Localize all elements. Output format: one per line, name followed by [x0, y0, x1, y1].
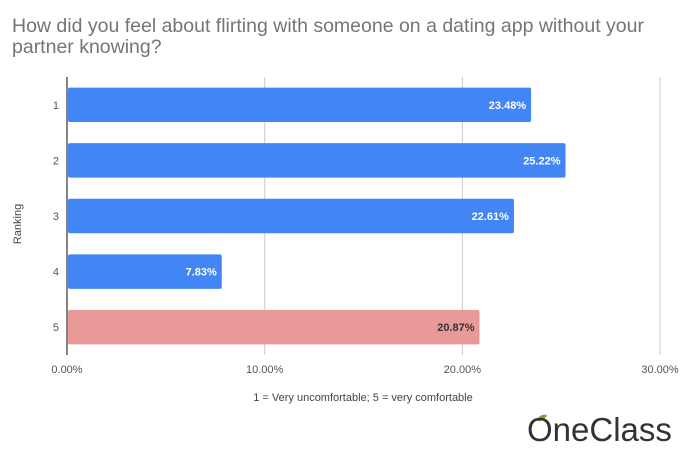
y-tick-label: 2 [53, 155, 59, 167]
data-label: 7.83% [186, 267, 217, 279]
x-tick-label: 0.00% [51, 364, 82, 376]
bar-1 [68, 87, 532, 123]
x-tick-label: 10.00% [246, 364, 284, 376]
y-tick-label: 4 [53, 267, 59, 279]
y-tick-label: 1 [53, 100, 59, 112]
leaf-icon [537, 414, 547, 422]
y-axis-label: Ranking [12, 204, 24, 244]
data-label: 22.61% [472, 211, 510, 223]
x-tick-label: 30.00% [641, 364, 679, 376]
data-label: 23.48% [489, 100, 527, 112]
data-label: 20.87% [437, 322, 475, 334]
oneclass-logo: OneClass [527, 411, 672, 448]
bar-5 [68, 309, 480, 345]
bar-4 [68, 254, 222, 289]
bar-2 [68, 143, 566, 178]
bar-3 [68, 198, 514, 234]
x-axis-label: 1 = Very uncomfortable; 5 = very comfort… [253, 392, 473, 404]
chart-title: How did you feel about flirting with som… [12, 15, 644, 58]
x-tick-label: 20.00% [444, 364, 482, 376]
data-label: 25.22% [523, 155, 561, 167]
y-tick-label: 5 [53, 322, 59, 334]
y-tick-label: 3 [53, 211, 59, 223]
